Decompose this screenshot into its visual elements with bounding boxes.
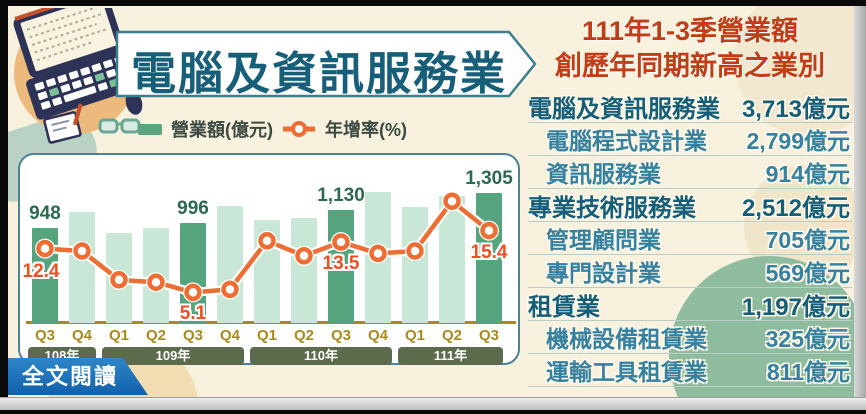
line-marker-icon bbox=[221, 280, 239, 299]
industry-value: 811億元 bbox=[766, 359, 850, 386]
industry-value: 2,799億元 bbox=[746, 128, 850, 155]
bar-Q3-12 bbox=[476, 192, 502, 323]
industry-row-0: 電腦及資訊服務業 3,713億元 bbox=[528, 90, 852, 124]
window-edge-right bbox=[854, 6, 866, 397]
industry-value: 1,197億元 bbox=[741, 293, 850, 321]
panel-heading-line1: 111年1-3季營業額 bbox=[581, 16, 799, 46]
laptop-illustration-icon bbox=[13, 8, 143, 144]
right-panel: 111年1-3季營業額 創歷年同期新高之業別 電腦及資訊服務業 3,713億元 電腦… bbox=[528, 14, 852, 388]
line-legend-marker-icon bbox=[283, 121, 315, 137]
x-tick-label: Q3 bbox=[182, 327, 204, 344]
industry-row-1: 電腦程式設計業 2,799億元 bbox=[528, 123, 852, 157]
industry-row-4: 管理顧問業 705億元 bbox=[528, 222, 852, 256]
year-badge: 109年 bbox=[102, 347, 244, 365]
bar-legend-swatch-icon bbox=[138, 123, 162, 135]
x-tick-label: Q4 bbox=[367, 327, 389, 344]
industry-value: 705億元 bbox=[765, 227, 850, 254]
bar-Q4-5 bbox=[217, 205, 243, 323]
industry-value: 914億元 bbox=[765, 161, 850, 188]
notepad-icon bbox=[43, 103, 83, 144]
glasses-icon bbox=[98, 118, 141, 134]
industry-label: 管理顧問業 bbox=[546, 227, 661, 254]
bar-Q3-4 bbox=[180, 223, 206, 323]
x-tick-label: Q3 bbox=[478, 327, 500, 344]
industry-value: 2,512億元 bbox=[741, 194, 850, 222]
line-value-label: 5.1 bbox=[179, 303, 207, 325]
bar-Q4-1 bbox=[69, 212, 95, 323]
line-marker-icon bbox=[369, 244, 387, 263]
year-badge: 110年 bbox=[250, 347, 392, 365]
bar-value-label: 1,305 bbox=[465, 167, 513, 189]
banner-arrow-shape bbox=[115, 30, 537, 98]
line-legend-label: 年增率(%) bbox=[325, 120, 407, 140]
line-marker-icon bbox=[258, 232, 276, 250]
read-full-text-button[interactable]: 全文閱讀 bbox=[8, 358, 148, 395]
line-value-label: 13.5 bbox=[322, 253, 360, 274]
line-marker-icon bbox=[406, 242, 424, 260]
x-tick-label: Q2 bbox=[145, 327, 167, 344]
industry-row-3: 專業技術服務業 2,512億元 bbox=[528, 189, 852, 223]
line-marker-icon bbox=[147, 273, 165, 291]
industry-row-6: 租賃業 1,197億元 bbox=[528, 288, 852, 322]
line-marker-icon bbox=[36, 239, 54, 258]
chart-card: Q3 Q4 Q1 Q2 Q3 Q4 Q1 Q2 Q3 Q4 Q1 Q2 Q3 108年 109年 110年 11… bbox=[18, 153, 520, 365]
year-badge: 111年 bbox=[398, 347, 503, 365]
industry-row-2: 資訊服務業 914億元 bbox=[528, 156, 852, 190]
bar-value-label: 948 bbox=[29, 203, 61, 225]
line-marker-icon bbox=[332, 233, 350, 251]
line-marker-icon bbox=[110, 271, 128, 289]
x-tick-label: Q1 bbox=[256, 327, 278, 344]
industry-label: 租賃業 bbox=[528, 293, 600, 321]
industry-label: 專門設計業 bbox=[546, 260, 661, 287]
page-title: 電腦及資訊服務業 bbox=[131, 48, 508, 99]
x-tick-label: Q1 bbox=[108, 327, 130, 344]
title-banner: 電腦及資訊服務業 bbox=[115, 30, 539, 99]
industry-value: 3,713億元 bbox=[741, 95, 850, 123]
industry-value: 325億元 bbox=[765, 326, 850, 353]
industry-list: 電腦及資訊服務業 3,713億元 電腦程式設計業 2,799億元 資訊服務業 914億元專… bbox=[528, 90, 852, 388]
industry-label: 電腦及資訊服務業 bbox=[528, 95, 720, 123]
line-marker-icon bbox=[295, 247, 313, 265]
window-edge-bottom bbox=[0, 397, 866, 410]
line-marker-icon bbox=[184, 283, 202, 302]
x-tick-label: Q2 bbox=[293, 327, 315, 344]
x-tick-label: Q3 bbox=[34, 327, 56, 344]
industry-label: 專業技術服務業 bbox=[528, 194, 696, 222]
chart-legend: 營業額(億元) 年增率(%) bbox=[138, 116, 407, 142]
bar-value-label: 996 bbox=[177, 198, 209, 220]
line-value-label: 12.4 bbox=[22, 260, 60, 282]
line-marker-icon bbox=[480, 221, 498, 240]
industry-label: 資訊服務業 bbox=[546, 161, 661, 188]
infographic-slide: 電腦及資訊服務業 營業額(億元) 年增率(%) Q3 Q4 Q1 Q2 Q3 Q4 Q1 Q2… bbox=[8, 6, 854, 397]
line-marker-icon bbox=[73, 242, 91, 260]
industry-value: 569億元 bbox=[765, 260, 850, 287]
industry-label: 運輸工具租賃業 bbox=[546, 359, 707, 386]
bar-legend-label: 營業額(億元) bbox=[171, 120, 273, 140]
industry-label: 電腦程式設計業 bbox=[546, 128, 707, 155]
x-tick-label: Q2 bbox=[441, 327, 463, 344]
industry-label: 機械設備租賃業 bbox=[546, 326, 707, 353]
industry-row-7: 機械設備租賃業 325億元 bbox=[528, 321, 852, 355]
industry-row-8: 運輸工具租賃業 811億元 bbox=[528, 354, 852, 388]
bar-Q2-7 bbox=[291, 218, 317, 323]
panel-heading-line2: 創歷年同期新高之業別 bbox=[555, 51, 825, 82]
x-tick-label: Q4 bbox=[219, 327, 241, 344]
bar-Q3-8 bbox=[328, 210, 354, 323]
growth-rate-line bbox=[35, 191, 499, 303]
line-marker-icon bbox=[443, 192, 461, 210]
bar-value-label: 1,130 bbox=[317, 185, 365, 206]
chart-plot-area: Q3 Q4 Q1 Q2 Q3 Q4 Q1 Q2 Q3 Q4 Q1 Q2 Q3 108年 109年 110年 11… bbox=[20, 155, 518, 365]
x-tick-label: Q3 bbox=[330, 327, 352, 344]
line-value-label: 15.4 bbox=[470, 241, 508, 263]
x-tick-label: Q4 bbox=[71, 327, 93, 344]
bar-Q1-10 bbox=[402, 207, 428, 323]
industry-row-5: 專門設計業 569億元 bbox=[528, 255, 852, 289]
panel-heading: 111年1-3季營業額 創歷年同期新高之業別 bbox=[528, 14, 852, 84]
x-tick-label: Q1 bbox=[404, 327, 426, 344]
